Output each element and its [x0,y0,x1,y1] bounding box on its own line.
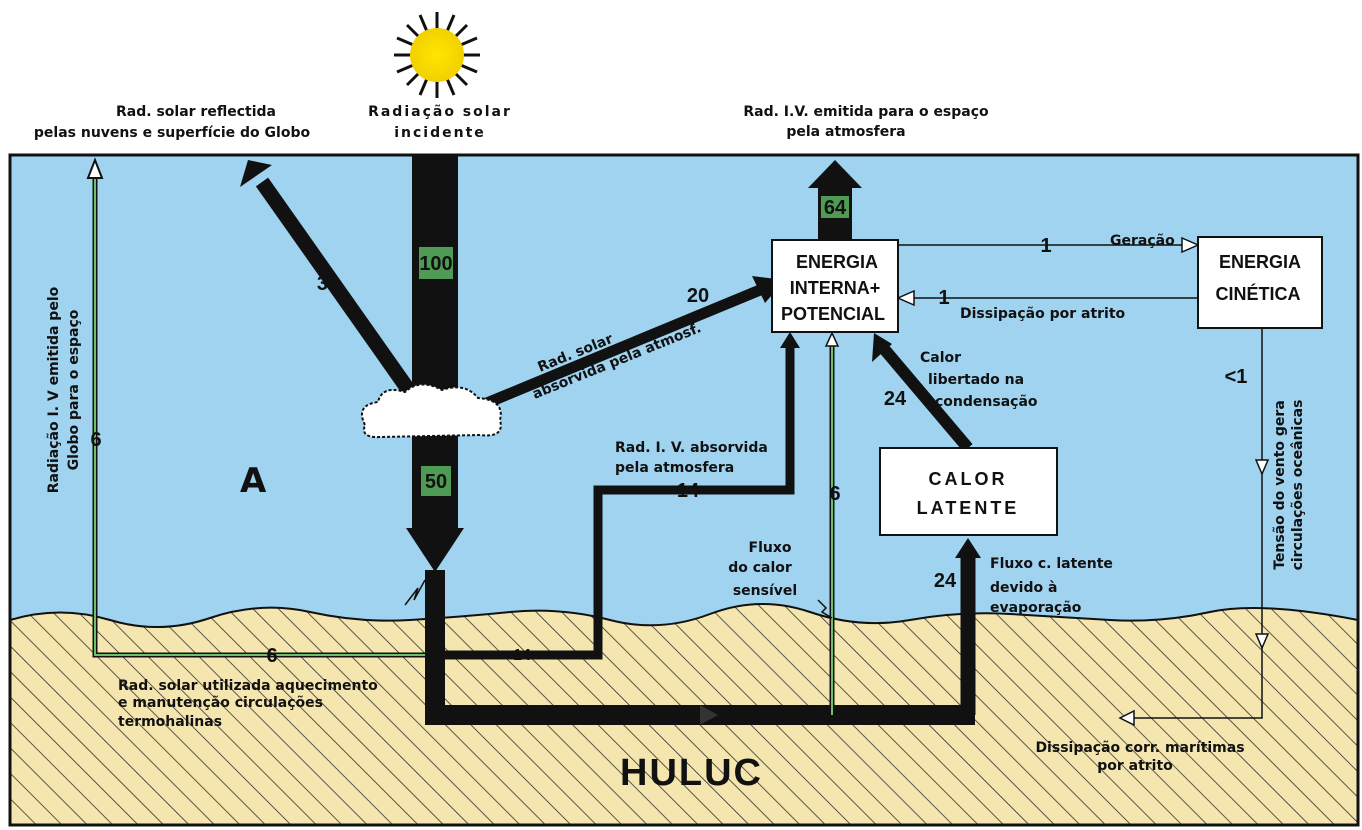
flow-value: 6 [266,645,277,667]
label: pela atmosfera [615,460,734,476]
label: Rad. solar reflectida [116,104,276,120]
label: do calor [728,560,792,576]
flow-value: 6 [90,429,101,451]
label: Rad. I.V. emitida para o espaço [743,104,989,120]
box-text: ENERGIA [796,252,878,272]
label: Rad. solar utilizada aquecimento [118,678,378,694]
reflected-flow [255,177,417,397]
label: Globo para o espaço [66,309,82,470]
label: devido à [990,580,1057,596]
label: por atrito [1097,758,1173,774]
arrowhead [824,331,840,347]
flow-value: 14 [513,647,531,664]
value-box [421,466,451,496]
arrowhead [955,538,981,558]
box-text: POTENCIAL [781,304,885,324]
arrowhead [406,528,464,572]
label: pela atmosfera [786,124,905,140]
flow-value: 64 [824,197,847,219]
box-text: CALOR [929,469,1008,489]
arrowhead [780,332,800,348]
arrowhead [240,160,272,187]
label: Fluxo c. latente [990,556,1113,572]
lightning [404,579,426,606]
label: Radiação solar [368,104,512,120]
flow-value: 24 [934,570,957,592]
arrowhead [872,333,892,362]
label: Radiação I. V emitida pelo [46,286,62,493]
label: Dissipação por atrito [960,306,1126,322]
label: e manutenção circulações [118,695,323,711]
box-text: CINÉTICA [1216,283,1301,304]
sun [394,12,480,98]
internal-energy-box [771,239,899,333]
label: Rad. I. V. absorvida [615,440,768,456]
flow-value: 50 [425,471,447,493]
label: incidente [394,125,486,141]
flow-value: 100 [419,253,452,275]
arrowhead [700,705,718,725]
absorbed-ir-flow [445,345,795,660]
arrowhead [808,160,862,188]
box-text: ENERGIA [1219,252,1301,272]
arrowhead [1254,459,1270,476]
flow-value: 30 [585,708,604,727]
box-text: INTERNA+ [790,278,881,298]
flow-value: 1 [1040,235,1051,257]
label: sensível [733,583,797,599]
arrowhead [1181,236,1200,254]
kinetic-energy-box [1197,236,1323,329]
label: libertado na [928,372,1024,388]
latent-heat-box [879,447,1058,536]
ground-ir-flow-core [94,170,430,656]
absorbed-solar-flow [467,284,763,416]
wind-flow [1130,328,1263,719]
label: Geração [1110,233,1175,249]
arrowhead [86,157,104,179]
arrowhead [1118,709,1135,727]
ground-label: HULUC [620,752,763,794]
flow-value: 6 [829,483,840,505]
flow-value: <1 [1225,366,1248,388]
label: Tensão do vento gera [1272,400,1288,570]
lightning [817,599,833,619]
frame [8,153,1360,827]
flow-value: 24 [884,388,907,410]
condensation-flow [880,346,973,452]
cloud [361,383,502,439]
label: Calor [920,350,961,366]
sky-label: A [240,461,267,501]
flow-value: 20 [687,285,709,307]
label: condensação [935,394,1038,410]
arrowhead [1254,633,1270,650]
ground-solar-flow [425,570,975,725]
label: circulações oceânicas [1290,400,1306,571]
label: termohalinas [118,714,222,730]
label: Dissipação corr. marítimas [1035,740,1244,756]
flow-value: 14 [677,480,700,502]
flow-value: 1 [938,287,949,309]
box-text: LATENTE [917,498,1020,518]
value-box [821,196,849,218]
value-box [419,247,453,279]
label: pelas nuvens e superfície do Globo [34,125,311,141]
label: Fluxo [749,540,792,556]
arrowhead [896,289,915,307]
label: evaporação [990,600,1082,616]
flow-value: 30 [317,273,339,295]
